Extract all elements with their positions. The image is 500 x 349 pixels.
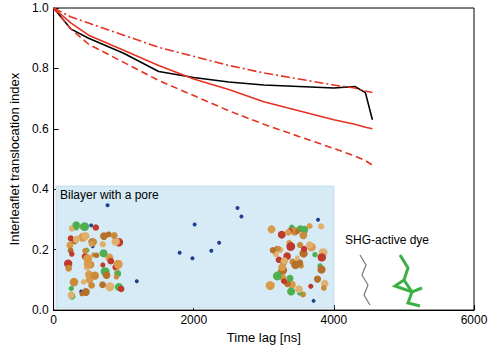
svg-text:Interleaflet translocation ind: Interleaflet translocation index bbox=[7, 72, 22, 245]
svg-text:0.6: 0.6 bbox=[32, 122, 49, 136]
svg-text:0.0: 0.0 bbox=[32, 303, 49, 317]
svg-text:0: 0 bbox=[50, 313, 57, 327]
svg-text:0.4: 0.4 bbox=[32, 182, 49, 196]
svg-text:4000: 4000 bbox=[321, 313, 348, 327]
svg-text:2000: 2000 bbox=[180, 313, 207, 327]
svg-text:Time lag [ns]: Time lag [ns] bbox=[227, 330, 301, 345]
svg-text:SHG-active dye: SHG-active dye bbox=[345, 233, 429, 247]
svg-text:Bilayer with a pore: Bilayer with a pore bbox=[60, 188, 159, 202]
svg-text:0.2: 0.2 bbox=[32, 243, 49, 257]
svg-text:0.8: 0.8 bbox=[32, 61, 49, 75]
svg-text:1.0: 1.0 bbox=[32, 1, 49, 15]
svg-text:6000: 6000 bbox=[461, 313, 488, 327]
